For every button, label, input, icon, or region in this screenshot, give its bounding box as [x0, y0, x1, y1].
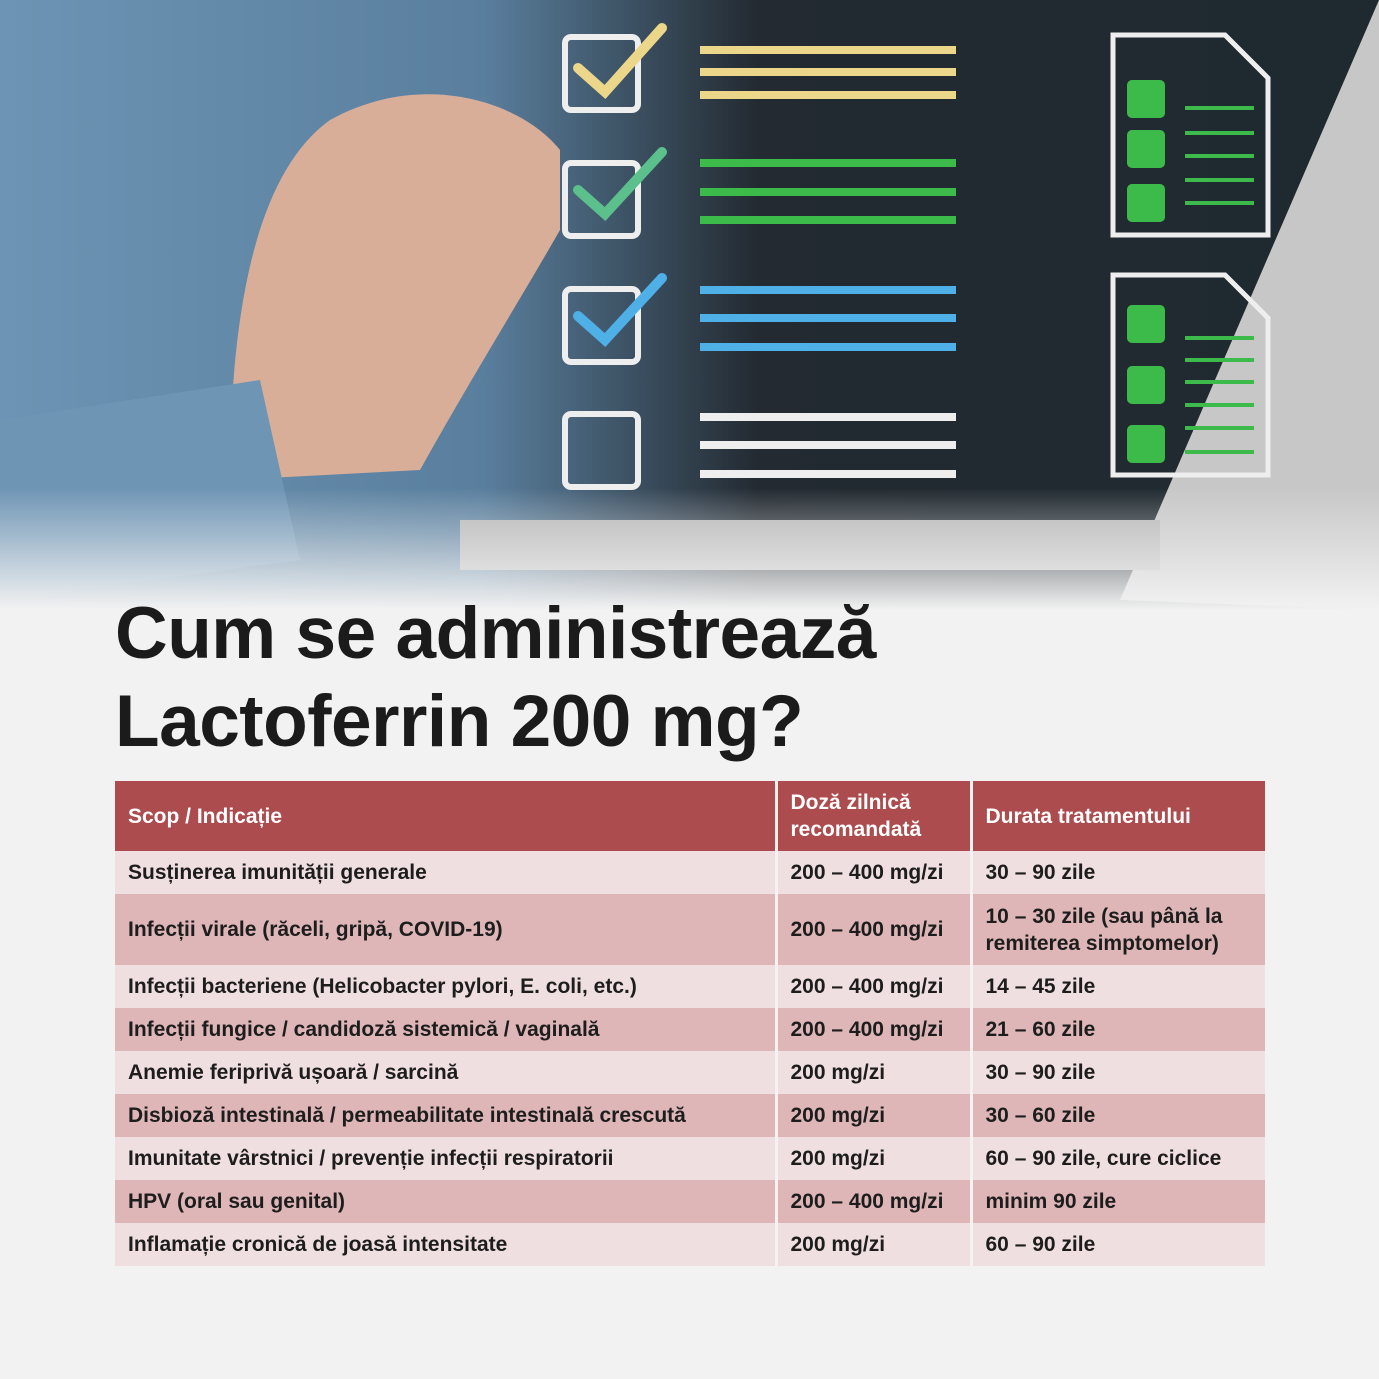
- indication-cell: Anemie feriprivă ușoară / sarcină: [115, 1051, 776, 1094]
- table-row: Imunitate vârstnici / prevenție infecții…: [115, 1137, 1265, 1180]
- dose-cell: 200 – 400 mg/zi: [774, 1008, 971, 1051]
- table-row: Infecții virale (răceli, gripă, COVID-19…: [115, 894, 1265, 965]
- indication-cell: HPV (oral sau genital): [115, 1180, 776, 1223]
- indication-cell: Inflamație cronică de joasă intensitate: [115, 1223, 776, 1266]
- duration-cell: 60 – 90 zile, cure ciclice: [969, 1137, 1265, 1180]
- table-row: HPV (oral sau genital) 200 – 400 mg/zi min…: [115, 1180, 1265, 1223]
- indication-cell: Susținerea imunității generale: [115, 851, 776, 894]
- checklist-icon: [562, 23, 956, 490]
- duration-cell: 30 – 90 zile: [969, 1051, 1265, 1094]
- header-duration: Durata tratamentului: [969, 781, 1265, 851]
- table-row: Infecții bacteriene (Helicobacter pylori…: [115, 965, 1265, 1008]
- duration-cell: 10 – 30 zile (sau până la remiterea simp…: [969, 894, 1265, 965]
- duration-cell: 14 – 45 zile: [969, 965, 1265, 1008]
- table-row: Disbioză intestinală / permeabilitate in…: [115, 1094, 1265, 1137]
- dose-cell: 200 – 400 mg/zi: [774, 1180, 971, 1223]
- indication-cell: Imunitate vârstnici / prevenție infecții…: [115, 1137, 776, 1180]
- dose-cell: 200 – 400 mg/zi: [774, 965, 971, 1008]
- table-row: Inflamație cronică de joasă intensitate 2…: [115, 1223, 1265, 1266]
- dose-cell: 200 mg/zi: [774, 1094, 971, 1137]
- indication-cell: Infecții bacteriene (Helicobacter pylori…: [115, 965, 776, 1008]
- duration-cell: 21 – 60 zile: [969, 1008, 1265, 1051]
- dose-cell: 200 – 400 mg/zi: [774, 894, 971, 965]
- duration-cell: 60 – 90 zile: [969, 1223, 1265, 1266]
- duration-cell: 30 – 60 zile: [969, 1094, 1265, 1137]
- table-header-row: Scop / Indicație Doză zilnică recomandat…: [115, 781, 1265, 851]
- table-row: Infecții fungice / candidoză sistemică /…: [115, 1008, 1265, 1051]
- document-checklist-icon: [1110, 32, 1271, 478]
- title-line-2: Lactoferrin 200 mg?: [115, 681, 804, 762]
- dose-cell: 200 mg/zi: [774, 1137, 971, 1180]
- indication-cell: Infecții virale (răceli, gripă, COVID-19…: [115, 894, 776, 965]
- indication-cell: Infecții fungice / candidoză sistemică /…: [115, 1008, 776, 1051]
- header-indication: Scop / Indicație: [115, 781, 776, 851]
- header-dose: Doză zilnică recomandată: [774, 781, 971, 851]
- dose-cell: 200 – 400 mg/zi: [774, 851, 971, 894]
- page-title: Cum se administrează Lactoferrin 200 mg?: [115, 590, 876, 766]
- indication-cell: Disbioză intestinală / permeabilitate in…: [115, 1094, 776, 1137]
- duration-cell: minim 90 zile: [969, 1180, 1265, 1223]
- table-row: Susținerea imunității generale 200 – 400 …: [115, 851, 1265, 894]
- title-line-1: Cum se administrează: [115, 593, 876, 674]
- hero-image: [0, 0, 1379, 610]
- duration-cell: 30 – 90 zile: [969, 851, 1265, 894]
- dosage-table: Scop / Indicație Doză zilnică recomandat…: [115, 781, 1265, 1266]
- dose-cell: 200 mg/zi: [774, 1223, 971, 1266]
- table-row: Anemie feriprivă ușoară / sarcină 200 mg/…: [115, 1051, 1265, 1094]
- dose-cell: 200 mg/zi: [774, 1051, 971, 1094]
